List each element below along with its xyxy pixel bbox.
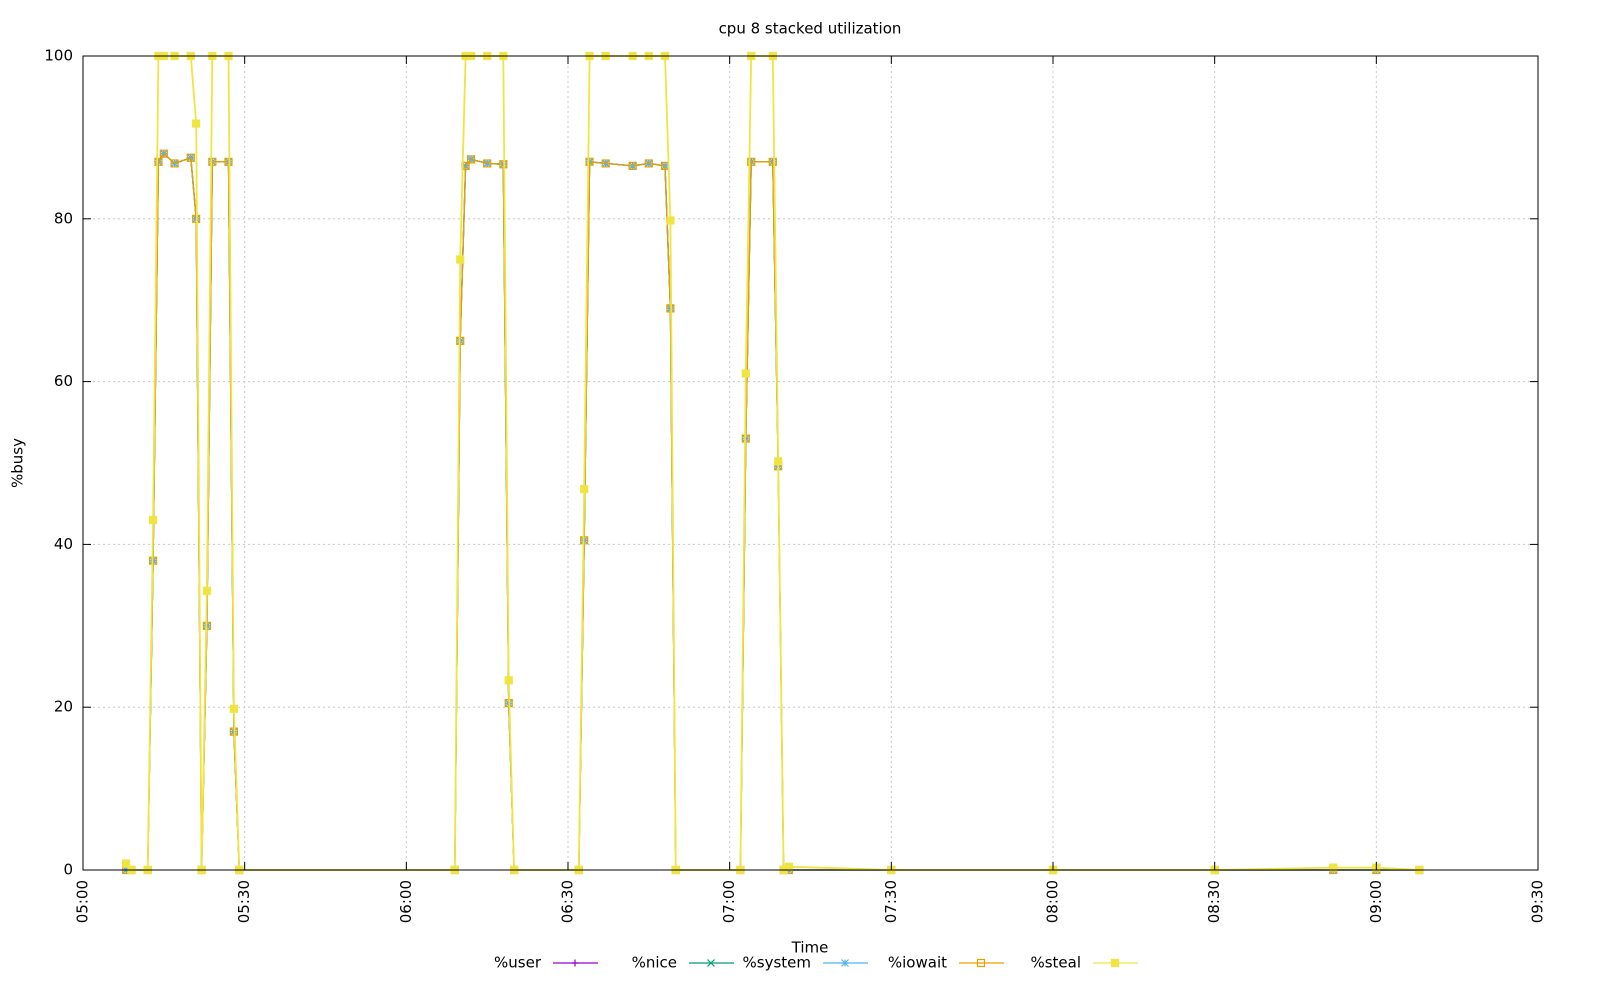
marker [741, 369, 750, 378]
marker [601, 159, 610, 168]
marker [202, 621, 212, 630]
x-tick-label: 05:30 [235, 880, 253, 923]
marker [747, 157, 756, 166]
marker [186, 153, 195, 162]
legend-label: %user [494, 954, 542, 972]
marker [208, 157, 217, 166]
marker [159, 149, 168, 158]
marker [148, 515, 158, 525]
marker [841, 959, 849, 967]
x-tick-label: 06:30 [559, 880, 577, 923]
legend-label: %system [743, 954, 811, 972]
marker [1110, 958, 1120, 968]
legend-label: %nice [632, 954, 677, 972]
legend-label: %steal [1030, 954, 1081, 972]
marker [707, 959, 715, 967]
marker [456, 336, 465, 345]
series-line [126, 152, 1420, 871]
series-line [126, 152, 1420, 871]
x-axis-label: Time [791, 939, 829, 957]
y-axis-label: %busy [9, 438, 27, 488]
x-tick-label: 07:30 [882, 880, 900, 923]
marker [202, 586, 212, 595]
marker [774, 457, 783, 466]
x-tick-label: 09:00 [1367, 880, 1385, 923]
marker [154, 157, 163, 166]
marker [585, 157, 594, 166]
marker [644, 159, 653, 168]
legend-label: %iowait [888, 954, 947, 972]
y-tick-label: 0 [63, 861, 73, 879]
y-tick-label: 40 [54, 535, 73, 553]
marker [466, 155, 476, 164]
marker [571, 959, 579, 967]
marker [170, 159, 179, 168]
x-tick-label: 07:00 [720, 880, 738, 923]
marker [148, 556, 158, 565]
marker [229, 704, 238, 713]
marker [504, 676, 513, 685]
marker [628, 161, 637, 170]
marker [976, 958, 986, 968]
legend: %user %nice %system %iowait %steal [494, 954, 1138, 972]
grid [82, 55, 1539, 871]
marker [192, 119, 201, 128]
marker [456, 255, 465, 264]
series-line [126, 152, 1420, 871]
marker [580, 536, 589, 545]
marker [1329, 863, 1338, 872]
marker [741, 434, 750, 443]
y-tick-label: 60 [54, 372, 73, 390]
x-tick-label: 06:00 [397, 880, 415, 923]
x-tick-label: 08:00 [1044, 880, 1062, 923]
y-tick-label: 100 [44, 47, 73, 65]
marker [580, 484, 589, 494]
plot-area [122, 51, 1424, 875]
x-tick-label: 05:00 [74, 880, 92, 923]
marker [784, 862, 794, 871]
series-line [126, 152, 1420, 871]
x-tick-label: 09:30 [1529, 880, 1547, 923]
plot-frame [82, 55, 1539, 871]
marker [666, 216, 675, 225]
marker [483, 159, 492, 168]
y-tick-label: 80 [54, 209, 73, 227]
y-tick-label: 20 [54, 698, 73, 716]
chart-title: cpu 8 stacked utilization [719, 20, 902, 38]
x-tick-label: 08:30 [1205, 880, 1223, 923]
